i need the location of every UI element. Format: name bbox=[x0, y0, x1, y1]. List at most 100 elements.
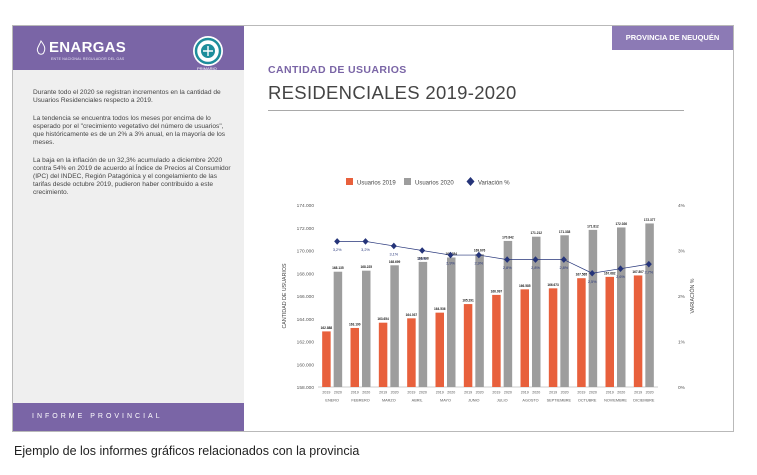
x-year-label: 2020 bbox=[419, 391, 427, 395]
y2-tick-label: 3% bbox=[678, 249, 686, 255]
variation-value-label: 3,1% bbox=[390, 252, 399, 256]
legend-usuarios-2020-swatch bbox=[404, 178, 411, 185]
bar-2020-value-label: 168.699 bbox=[389, 260, 401, 264]
bar-2020-value-label: 168.225 bbox=[360, 265, 372, 269]
paragraph-2: La tendencia se encuentra todos los mese… bbox=[33, 115, 226, 147]
bar-2019 bbox=[350, 327, 359, 387]
x-month-label: FEBRERO bbox=[351, 399, 369, 403]
bar-2019 bbox=[407, 318, 416, 387]
bar-2020 bbox=[333, 271, 343, 387]
variation-point bbox=[419, 247, 426, 254]
x-month-label: MAYO bbox=[440, 399, 451, 403]
x-month-label: MARZO bbox=[382, 399, 396, 403]
bar-2020-value-label: 168.998 bbox=[417, 256, 429, 260]
y-tick-label: 172.000 bbox=[297, 226, 315, 232]
y-tick-label: 158.000 bbox=[297, 385, 315, 391]
x-month-label: ABRIL bbox=[412, 399, 423, 403]
x-year-label: 2020 bbox=[561, 391, 569, 395]
bar-2019-value-label: 167.565 bbox=[576, 273, 588, 277]
sidebar: ENARGAS ENTE NACIONAL REGULADOR DEL GAS … bbox=[13, 26, 244, 431]
province-tag: PROVINCIA DE NEUQUÉN bbox=[612, 26, 733, 50]
x-month-label: ENERO bbox=[325, 399, 339, 403]
bar-2019-value-label: 167.682 bbox=[604, 271, 616, 275]
y-tick-label: 164.000 bbox=[297, 317, 315, 323]
y-tick-label: 168.000 bbox=[297, 271, 315, 277]
variation-point bbox=[560, 256, 567, 263]
bar-2019-value-label: 164.536 bbox=[434, 307, 446, 311]
report-slide: ENARGAS ENTE NACIONAL REGULADOR DEL GAS … bbox=[12, 25, 734, 432]
sidebar-header: ENARGAS ENTE NACIONAL REGULADOR DEL GAS … bbox=[13, 26, 244, 71]
bar-2020 bbox=[645, 223, 654, 387]
bar-2019-value-label: 166.585 bbox=[519, 284, 531, 288]
variation-value-label: 2,7% bbox=[645, 271, 654, 275]
bar-2019-value-label: 163.190 bbox=[349, 322, 361, 326]
legend-usuarios-2019-label: Usuarios 2019 bbox=[357, 181, 396, 187]
bar-2019-value-label: 162.888 bbox=[321, 326, 333, 330]
variation-point bbox=[532, 256, 539, 263]
bar-2020 bbox=[503, 240, 513, 387]
bar-2020-value-label: 170.842 bbox=[502, 235, 514, 239]
legend-usuarios-2019-swatch bbox=[346, 178, 353, 185]
x-year-label: 2019 bbox=[492, 391, 500, 395]
variation-point bbox=[390, 242, 397, 250]
x-year-label: 2020 bbox=[589, 391, 597, 395]
bar-2019 bbox=[322, 331, 331, 387]
y2-axis-title: VARIACIÓN % bbox=[689, 278, 696, 313]
bar-2020 bbox=[418, 261, 428, 387]
y-tick-label: 170.000 bbox=[297, 249, 315, 255]
variation-value-label: 2,8% bbox=[560, 266, 569, 270]
users-chart: Usuarios 2019 Usuarios 2020 Variación % 158… bbox=[282, 177, 696, 403]
bar-2020-value-label: 172.026 bbox=[615, 222, 627, 226]
x-month-label: SEPTIEMBRE bbox=[547, 399, 572, 403]
bar-2019-value-label: 165.291 bbox=[462, 299, 474, 303]
variation-value-label: 2,8% bbox=[531, 266, 540, 270]
y-tick-label: 162.000 bbox=[297, 340, 315, 346]
bar-2019 bbox=[463, 304, 473, 387]
y-tick-label: 166.000 bbox=[297, 294, 315, 300]
bar-2020 bbox=[390, 265, 399, 387]
x-year-label: 2020 bbox=[447, 391, 455, 395]
bar-2019 bbox=[435, 312, 444, 387]
variation-value-label: 2,5% bbox=[588, 280, 597, 284]
bar-2019 bbox=[577, 278, 586, 387]
bar-2020 bbox=[617, 227, 626, 387]
x-month-label: JUNIO bbox=[468, 399, 479, 403]
paragraph-1: Durante todo el 2020 se registran increm… bbox=[33, 89, 221, 105]
x-year-label: 2019 bbox=[549, 391, 557, 395]
variation-value-label: 2,8% bbox=[503, 266, 512, 270]
y-tick-label: 174.000 bbox=[297, 203, 315, 209]
legend-variacion-label: Variación % bbox=[478, 181, 510, 187]
x-year-label: 2020 bbox=[362, 391, 370, 395]
x-year-label: 2019 bbox=[577, 391, 585, 395]
variation-value-label: 2,9% bbox=[446, 262, 455, 266]
bar-2020 bbox=[475, 254, 484, 387]
section-subtitle: CANTIDAD DE USUARIOS bbox=[268, 64, 407, 76]
variation-value-label: 2,6% bbox=[616, 275, 625, 279]
x-month-label: NOVIEMBRE bbox=[604, 399, 627, 403]
image-caption: Ejemplo de los informes gráficos relacio… bbox=[14, 444, 360, 458]
variation-point bbox=[362, 238, 369, 245]
y2-tick-label: 1% bbox=[678, 340, 686, 346]
bar-2020 bbox=[588, 229, 598, 387]
enargas-logo: ENARGAS bbox=[49, 39, 127, 56]
x-year-label: 2020 bbox=[617, 391, 625, 395]
y2-tick-label: 0% bbox=[678, 385, 686, 391]
bar-2019 bbox=[548, 288, 558, 387]
legend-variacion-swatch bbox=[466, 177, 475, 186]
y-axis-title: CANTIDAD DE USUARIOS bbox=[282, 263, 288, 329]
y-tick-label: 160.000 bbox=[297, 362, 315, 368]
variation-point bbox=[475, 251, 482, 259]
flame-logo-icon bbox=[36, 40, 46, 55]
bar-2019-value-label: 163.654 bbox=[377, 317, 389, 321]
bar-2020 bbox=[560, 235, 569, 387]
x-year-label: 2019 bbox=[351, 391, 359, 395]
x-year-label: 2020 bbox=[532, 391, 540, 395]
legend-usuarios-2020-label: Usuarios 2020 bbox=[415, 181, 454, 187]
bar-2020-value-label: 169.676 bbox=[474, 249, 486, 253]
province-badge-icon bbox=[193, 36, 223, 66]
bar-2019 bbox=[378, 322, 388, 387]
bar-2020-value-label: 171.812 bbox=[587, 224, 599, 228]
bar-2019-value-label: 166.097 bbox=[491, 289, 503, 293]
bar-2019-value-label: 166.673 bbox=[547, 283, 559, 287]
variation-point bbox=[589, 269, 596, 277]
